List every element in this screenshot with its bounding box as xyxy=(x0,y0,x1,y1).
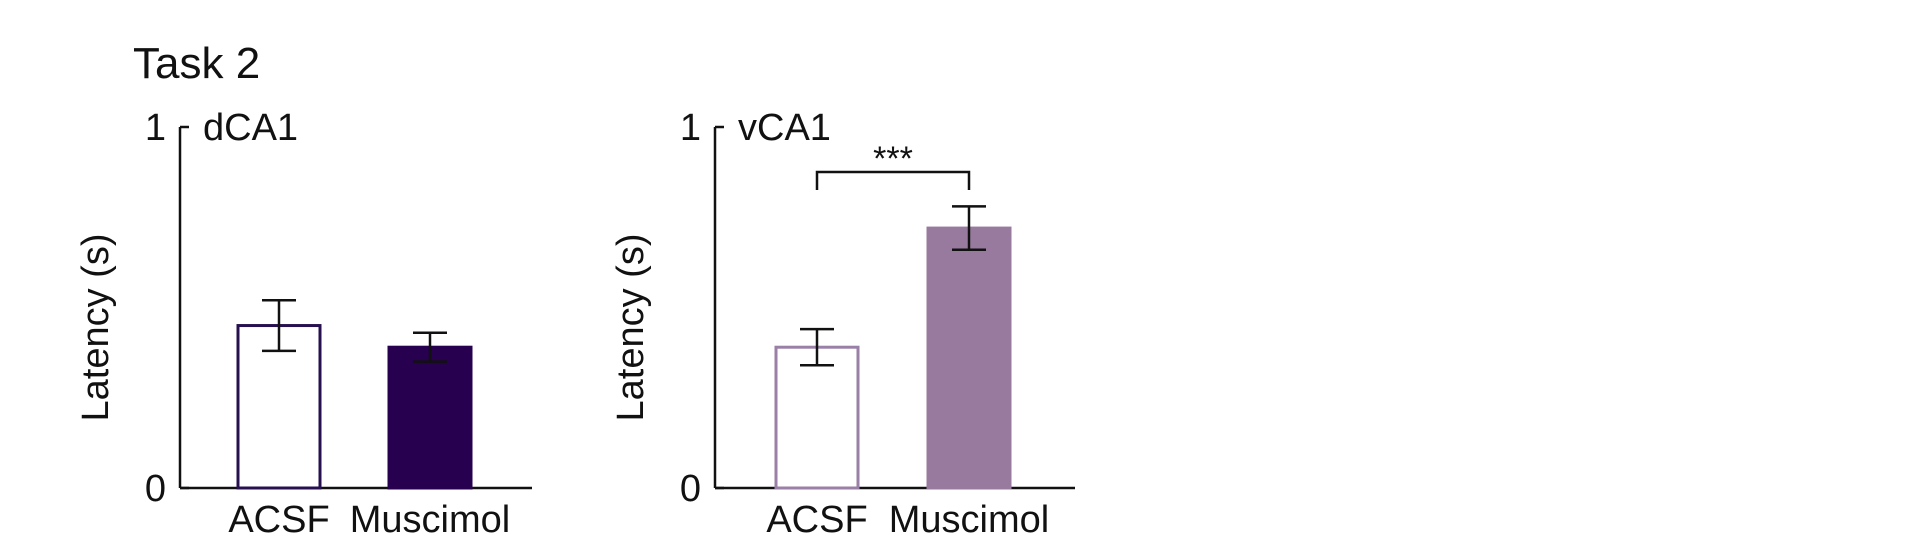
y-tick-label: 1 xyxy=(680,107,701,149)
significance-bracket xyxy=(815,170,971,190)
panel-dca1: 0 1 Latency (s) dCA1 ACSF Muscimol xyxy=(75,107,532,541)
x-tick-label: ACSF xyxy=(228,499,329,541)
panel-vca1: 0 1 Latency (s) vCA1 ACSF Muscimol *** xyxy=(610,107,1075,541)
x-tick-label: Muscimol xyxy=(889,499,1049,541)
y-tick-label: 1 xyxy=(145,107,166,149)
bar xyxy=(387,345,473,490)
figure-title: Task 2 xyxy=(133,39,260,88)
significance-label: *** xyxy=(873,140,913,178)
bar xyxy=(926,226,1012,490)
bar xyxy=(236,324,322,490)
panel-title: dCA1 xyxy=(203,107,298,149)
y-tick-label: 0 xyxy=(680,468,701,510)
x-tick-label: ACSF xyxy=(766,499,867,541)
x-tick-label: Muscimol xyxy=(350,499,510,541)
bar xyxy=(774,345,860,490)
y-tick-label: 0 xyxy=(145,468,166,510)
y-axis-label: Latency (s) xyxy=(75,234,117,422)
y-axis-label: Latency (s) xyxy=(610,234,652,422)
panel-title: vCA1 xyxy=(738,107,831,149)
